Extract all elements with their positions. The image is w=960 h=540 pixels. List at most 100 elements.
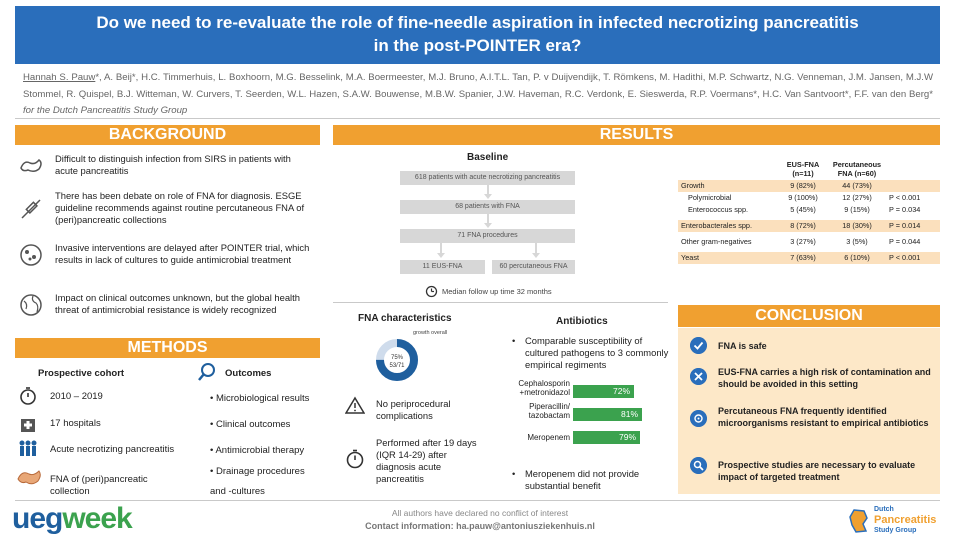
contact-info: Contact information: ha.pauw@antoniuszie…: [365, 521, 595, 531]
footer-divider: [15, 500, 940, 501]
outcome-2: Clinical outcomes: [215, 419, 291, 430]
patients-icon: [19, 440, 37, 456]
background-item-3: Invasive interventions are delayed after…: [55, 242, 310, 265]
growth-overall-label: growth overall: [413, 330, 448, 336]
conflict-note: All authors have declared no conflict of…: [391, 508, 569, 518]
bar-mark: 79%: [573, 431, 640, 444]
baseline-title: Baseline: [467, 152, 509, 163]
microorganism-icon: [690, 410, 707, 427]
pancreas-icon: [20, 158, 42, 173]
fna-timing: Performed after 19 days (IQR 14-29) afte…: [376, 437, 477, 484]
ab-bullet-2: •: [512, 468, 516, 479]
dutch-logo-line3: Study Group: [874, 527, 917, 534]
check-icon: [690, 337, 707, 354]
week-logo-text: week: [62, 502, 132, 535]
background-item-1: Difficult to distinguish infection from …: [55, 153, 291, 176]
followup-text: Median follow up time 32 months: [442, 287, 552, 296]
dutch-logo-line2: Pancreatitis: [874, 514, 937, 526]
table-header-row: EUS-FNA (n=11) Percutaneous FNA (n=60): [678, 158, 940, 180]
header-perc: Percutaneous FNA (n=60): [832, 160, 882, 178]
flow-arrow-1: [484, 185, 492, 199]
warning-icon: [345, 396, 365, 414]
conclusion-heading: CONCLUSION: [678, 305, 940, 327]
cohort-title: Prospective cohort: [38, 368, 125, 379]
outcome-4: Drainage procedures: [215, 466, 305, 477]
ab-bullet-1: •: [512, 335, 516, 346]
bar-mark: 81%: [573, 408, 642, 421]
globe-icon: [20, 294, 42, 316]
background-heading: BACKGROUND: [15, 125, 320, 145]
results-heading: RESULTS: [333, 125, 940, 145]
poster-title: Do we need to re-evaluate the role of fi…: [15, 6, 940, 64]
stopwatch-icon: [20, 387, 36, 405]
divider: [15, 118, 940, 119]
methods-heading: METHODS: [15, 338, 320, 358]
flow-patients: 618 patients with acute necrotizing panc…: [400, 171, 575, 185]
cohort-fna: FNA of (peri)pancreatic collection: [50, 474, 148, 497]
magnifier-icon: [690, 457, 707, 474]
outcome-bullet-4: • Drainage procedures: [210, 466, 305, 477]
flow-eus: 11 EUS-FNA: [400, 260, 485, 274]
outcome-bullet-3: • Antimicrobial therapy: [210, 445, 305, 456]
table-row: Enterococcus spp. 5 (45%) 9 (15%) P = 0.034: [688, 205, 921, 214]
title-line-2: in the post-POINTER era?: [373, 36, 582, 55]
flow-perc: 60 percutaneous FNA: [492, 260, 575, 274]
outcome-bullet-2: • Clinical outcomes: [210, 419, 291, 430]
flow-fna-patients: 68 patients with FNA: [400, 200, 575, 214]
cross-icon: [690, 368, 707, 385]
donut-percent: 75%: [391, 355, 404, 361]
flow-arrow-2: [484, 214, 492, 228]
conclusion-4: Prospective studies are necessary to eva…: [718, 460, 916, 482]
bar-category-label: Meropenem: [527, 433, 570, 442]
outcomes-title: Outcomes: [225, 368, 272, 379]
outcome-1: Microbiological results: [215, 393, 310, 404]
conclusion-panel: [678, 328, 940, 494]
no-complications: No periprocedural complications: [376, 398, 451, 421]
flow-procedures: 71 FNA procedures: [400, 229, 575, 243]
ueg-logo-text: ueg: [12, 502, 63, 535]
table-row: Yeast 7 (63%) 6 (10%) P < 0.001: [678, 252, 940, 264]
netherlands-map-icon: [849, 509, 868, 533]
cohort-hospitals: 17 hospitals: [50, 418, 101, 429]
syringe-icon: [21, 199, 41, 219]
outcome-bullet-1: • Microbiological results: [210, 393, 310, 404]
bar-mark: 72%: [573, 385, 634, 398]
results-divider: [333, 302, 668, 303]
dutch-logo-line1: Dutch: [874, 506, 894, 513]
search-icon: [198, 363, 215, 381]
bar-category-label: Piperacillin/tazobactam: [528, 402, 570, 420]
fna-characteristics-title: FNA characteristics: [358, 313, 452, 324]
donut-fraction: 53/71: [389, 363, 405, 369]
donut-arc: [376, 339, 418, 381]
dutch-pancreatitis-logo: Dutch Pancreatitis Study Group: [849, 506, 952, 536]
outcome-5: and -cultures: [210, 486, 265, 497]
background-item-4: Impact on clinical outcomes unknown, but…: [55, 292, 300, 315]
header-p: [886, 158, 940, 180]
growth-donut: 75% 53/71: [376, 339, 418, 381]
flow-arrow-3: [437, 243, 445, 258]
coauthors: *, A. Beij*, H.C. Timmerhuis, L. Boxhoor…: [23, 72, 934, 100]
ueg-week-logo: uegweek: [12, 502, 133, 536]
clock-icon: [425, 285, 438, 298]
bacteria-icon: [20, 244, 42, 266]
ab-point-1: Comparable susceptibility of cultured pa…: [525, 335, 669, 370]
hospital-icon: [21, 419, 35, 432]
header-eus: EUS-FNA (n=11): [786, 160, 820, 178]
study-group: for the Dutch Pancreatitis Study Group: [23, 105, 188, 116]
outcome-3: Antimicrobial therapy: [215, 445, 305, 456]
cohort-years: 2010 – 2019: [50, 391, 103, 402]
table-row: Other gram-negatives 3 (27%) 3 (5%) P = 0.0…: [681, 237, 921, 246]
table-row: Growth 9 (82%) 44 (73%): [678, 180, 940, 192]
ab-point-2: Meropenem did not provide substantial be…: [525, 468, 640, 491]
author-list: Hannah S. Pauw*, A. Beij*, H.C. Timmerhu…: [23, 70, 933, 120]
cohort-disease: Acute necrotizing pancreatitis: [50, 444, 175, 455]
flow-arrow-4: [532, 243, 540, 258]
header-blank: [678, 158, 778, 180]
pancreas-organ-icon: [17, 470, 41, 485]
title-line-1: Do we need to re-evaluate the role of fi…: [96, 13, 859, 32]
table-row: Polymicrobial 9 (100%) 12 (27%) P < 0.001: [688, 193, 921, 202]
antibiotics-title: Antibiotics: [556, 316, 608, 327]
bar-category-label: Cephalosporin +metronidazol: [518, 379, 570, 397]
table-row: Enterobacterales spp. 8 (72%) 18 (30%) P = …: [678, 220, 940, 232]
results-table: EUS-FNA (n=11) Percutaneous FNA (n=60) Gro…: [678, 158, 940, 264]
